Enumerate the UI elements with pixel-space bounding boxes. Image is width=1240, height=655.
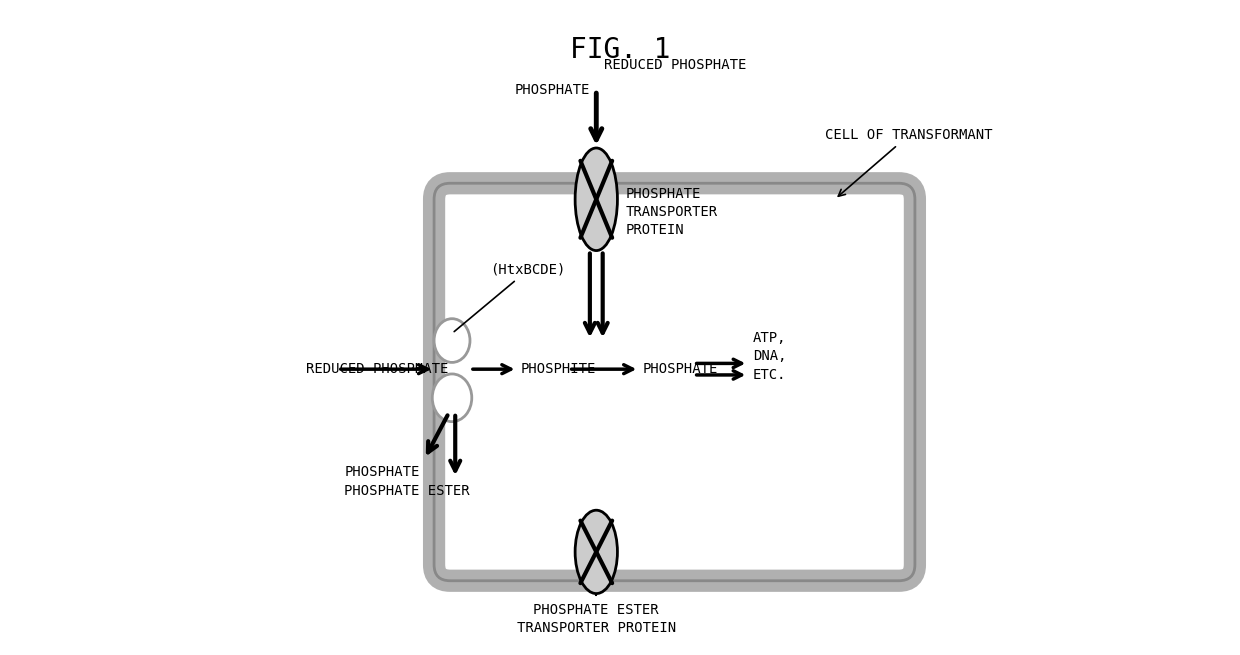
Ellipse shape bbox=[433, 374, 471, 422]
Text: REDUCED PHOSPHATE: REDUCED PHOSPHATE bbox=[604, 58, 746, 71]
Ellipse shape bbox=[575, 148, 618, 251]
Text: PHOSPHATE: PHOSPHATE bbox=[515, 83, 590, 98]
Text: PHOSPHATE
PHOSPHATE ESTER: PHOSPHATE PHOSPHATE ESTER bbox=[345, 465, 470, 498]
Ellipse shape bbox=[434, 319, 470, 362]
Text: ATP,
DNA,
ETC.: ATP, DNA, ETC. bbox=[753, 331, 786, 382]
Ellipse shape bbox=[575, 510, 618, 593]
Text: REDUCED PHOSPHATE: REDUCED PHOSPHATE bbox=[306, 362, 448, 376]
Text: CELL OF TRANSFORMANT: CELL OF TRANSFORMANT bbox=[825, 128, 993, 196]
Text: PHOSPHITE: PHOSPHITE bbox=[521, 362, 596, 376]
Text: PHOSPHATE
TRANSPORTER
PROTEIN: PHOSPHATE TRANSPORTER PROTEIN bbox=[625, 187, 717, 238]
Text: PHOSPHATE: PHOSPHATE bbox=[642, 362, 718, 376]
Text: (HtxBCDE): (HtxBCDE) bbox=[454, 263, 565, 331]
Text: FIG. 1: FIG. 1 bbox=[569, 36, 671, 64]
Text: PHOSPHATE ESTER
TRANSPORTER PROTEIN: PHOSPHATE ESTER TRANSPORTER PROTEIN bbox=[517, 603, 676, 635]
